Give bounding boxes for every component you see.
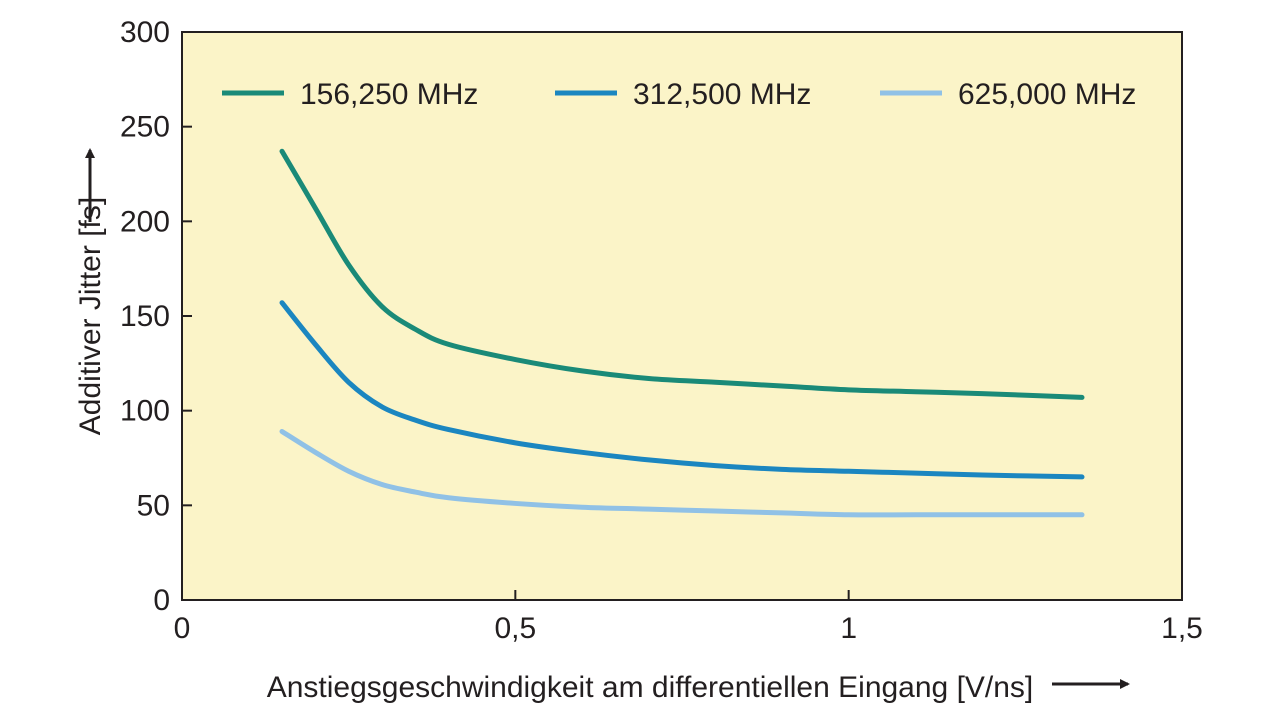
y-axis-title: Additiver Jitter [fs] — [74, 197, 107, 435]
series-line-2 — [279, 300, 1085, 480]
plot-area — [181, 31, 1183, 601]
y-tick-label: 50 — [137, 489, 170, 522]
y-tick-label: 0 — [153, 584, 170, 617]
x-axis-title: Anstiegsgeschwindigkeit am differentiell… — [267, 671, 1034, 704]
y-tick-label: 200 — [120, 205, 170, 238]
x-tick-label: 0,5 — [494, 612, 536, 645]
y-tick-label: 100 — [120, 395, 170, 428]
legend-label: 312,500 MHz — [633, 78, 811, 111]
x-tick-label: 0 — [174, 612, 191, 645]
x-tick-label: 1,5 — [1161, 612, 1203, 645]
legend-label: 156,250 MHz — [300, 78, 478, 111]
y-tick-label: 300 — [120, 16, 170, 49]
y-tick-label: 150 — [120, 300, 170, 333]
y-tick-label: 250 — [120, 111, 170, 144]
legend-label: 625,000 MHz — [958, 78, 1136, 111]
series-lines — [279, 148, 1085, 518]
legend: 156,250 MHz 312,500 MHz 625,000 MHz — [222, 78, 1136, 111]
series-line-1 — [279, 148, 1085, 400]
x-tick-label: 1 — [840, 612, 857, 645]
series-line-3 — [279, 428, 1085, 518]
x-axis: 0 0,5 1 1,5 — [174, 590, 1203, 645]
y-axis: 0 50 100 150 200 250 300 — [120, 16, 192, 617]
